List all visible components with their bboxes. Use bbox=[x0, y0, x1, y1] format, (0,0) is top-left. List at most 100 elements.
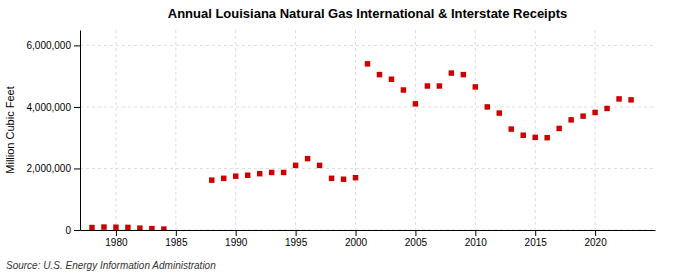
point bbox=[497, 110, 502, 115]
x-axis-line bbox=[81, 230, 656, 231]
x-tick: 1980 bbox=[105, 230, 128, 248]
x-tick: 1990 bbox=[225, 230, 248, 248]
x-tick-label: 2000 bbox=[345, 237, 368, 248]
point bbox=[580, 113, 585, 118]
y-tick-mark bbox=[74, 230, 80, 231]
point bbox=[568, 117, 573, 122]
x-tick: 1985 bbox=[165, 230, 188, 248]
point bbox=[269, 170, 274, 175]
point bbox=[532, 135, 537, 140]
point bbox=[592, 110, 597, 115]
point bbox=[520, 132, 525, 137]
grid-line bbox=[415, 30, 416, 230]
grid-line bbox=[80, 106, 655, 107]
grid-line bbox=[295, 30, 296, 230]
point bbox=[329, 176, 334, 181]
x-tick-label: 2020 bbox=[584, 237, 607, 248]
x-tick-mark bbox=[116, 230, 117, 236]
x-tick-mark bbox=[415, 230, 416, 236]
point bbox=[353, 175, 358, 180]
point bbox=[389, 76, 394, 81]
point bbox=[473, 84, 478, 89]
point bbox=[257, 171, 262, 176]
x-tick-mark bbox=[535, 230, 536, 236]
point bbox=[437, 83, 442, 88]
x-tick-label: 2010 bbox=[465, 237, 488, 248]
y-axis: 0 2,000,000 4,000,000 6,000,000 bbox=[27, 31, 81, 236]
x-tick-mark bbox=[296, 230, 297, 236]
point bbox=[245, 172, 250, 177]
point bbox=[305, 156, 310, 161]
y-tick: 4,000,000 bbox=[27, 102, 81, 113]
point bbox=[293, 163, 298, 168]
x-tick-mark bbox=[236, 230, 237, 236]
x-tick: 2000 bbox=[345, 230, 368, 248]
point bbox=[604, 106, 609, 111]
y-tick-mark bbox=[74, 168, 80, 169]
point bbox=[89, 225, 94, 230]
x-tick: 2015 bbox=[525, 230, 548, 248]
grid-line bbox=[175, 30, 176, 230]
point bbox=[365, 61, 370, 66]
point bbox=[125, 225, 130, 230]
y-tick: 6,000,000 bbox=[27, 40, 81, 51]
point bbox=[401, 87, 406, 92]
annotation: Source: U.S. Energy Information Administ… bbox=[6, 260, 216, 271]
point bbox=[449, 70, 454, 75]
y-tick-label: 6,000,000 bbox=[27, 40, 72, 51]
x-tick-label: 1980 bbox=[105, 237, 128, 248]
chart: 1980 1985 1990 1995 2000 2005 2010 2015 2020 0 2,0… bbox=[0, 0, 675, 275]
point bbox=[461, 72, 466, 77]
point bbox=[317, 163, 322, 168]
point bbox=[425, 83, 430, 88]
grid-line bbox=[475, 30, 476, 230]
x-tick-label: 1995 bbox=[285, 237, 308, 248]
y-tick-label: 2,000,000 bbox=[27, 163, 72, 174]
x-tick-label: 2015 bbox=[525, 237, 548, 248]
grid-line bbox=[535, 30, 536, 230]
x-axis: 1980 1985 1990 1995 2000 2005 2010 2015 2020 bbox=[81, 230, 656, 248]
point bbox=[485, 104, 490, 109]
x-tick-mark bbox=[595, 230, 596, 236]
y-tick-mark bbox=[74, 107, 80, 108]
grid bbox=[80, 30, 655, 230]
grid-line bbox=[595, 30, 596, 230]
point bbox=[149, 226, 154, 230]
x-tick-label: 1990 bbox=[225, 237, 248, 248]
point bbox=[161, 226, 166, 230]
point bbox=[413, 101, 418, 106]
point bbox=[509, 126, 514, 131]
x-tick-label: 2005 bbox=[405, 237, 428, 248]
y-tick: 0 bbox=[65, 225, 80, 236]
plot-area: 1980 1985 1990 1995 2000 2005 2010 2015 2020 0 2,0… bbox=[27, 30, 656, 248]
point bbox=[113, 224, 118, 229]
y-tick: 2,000,000 bbox=[27, 163, 81, 174]
point bbox=[556, 126, 561, 131]
point bbox=[101, 224, 106, 229]
point bbox=[137, 225, 142, 230]
y-tick-label: 0 bbox=[65, 225, 71, 236]
point bbox=[628, 97, 633, 102]
grid-line bbox=[115, 30, 116, 230]
x-tick: 2005 bbox=[405, 230, 428, 248]
x-tick-mark bbox=[176, 230, 177, 236]
title: Annual Louisiana Natural Gas Internation… bbox=[168, 6, 567, 21]
y-tick-label: 4,000,000 bbox=[27, 102, 72, 113]
grid-line bbox=[235, 30, 236, 230]
point bbox=[377, 72, 382, 77]
grid-line bbox=[355, 30, 356, 230]
point bbox=[341, 176, 346, 181]
grid-line bbox=[80, 45, 655, 46]
grid-line bbox=[80, 168, 655, 169]
x-tick: 2010 bbox=[465, 230, 488, 248]
x-tick-mark bbox=[356, 230, 357, 236]
point bbox=[544, 135, 549, 140]
point bbox=[233, 173, 238, 178]
y-axis-label: Million Cubic Feet bbox=[4, 86, 16, 173]
point bbox=[221, 176, 226, 181]
x-tick-mark bbox=[475, 230, 476, 236]
point bbox=[281, 170, 286, 175]
y-axis-line bbox=[80, 31, 81, 231]
y-tick-mark bbox=[74, 45, 80, 46]
x-tick: 2020 bbox=[584, 230, 607, 248]
